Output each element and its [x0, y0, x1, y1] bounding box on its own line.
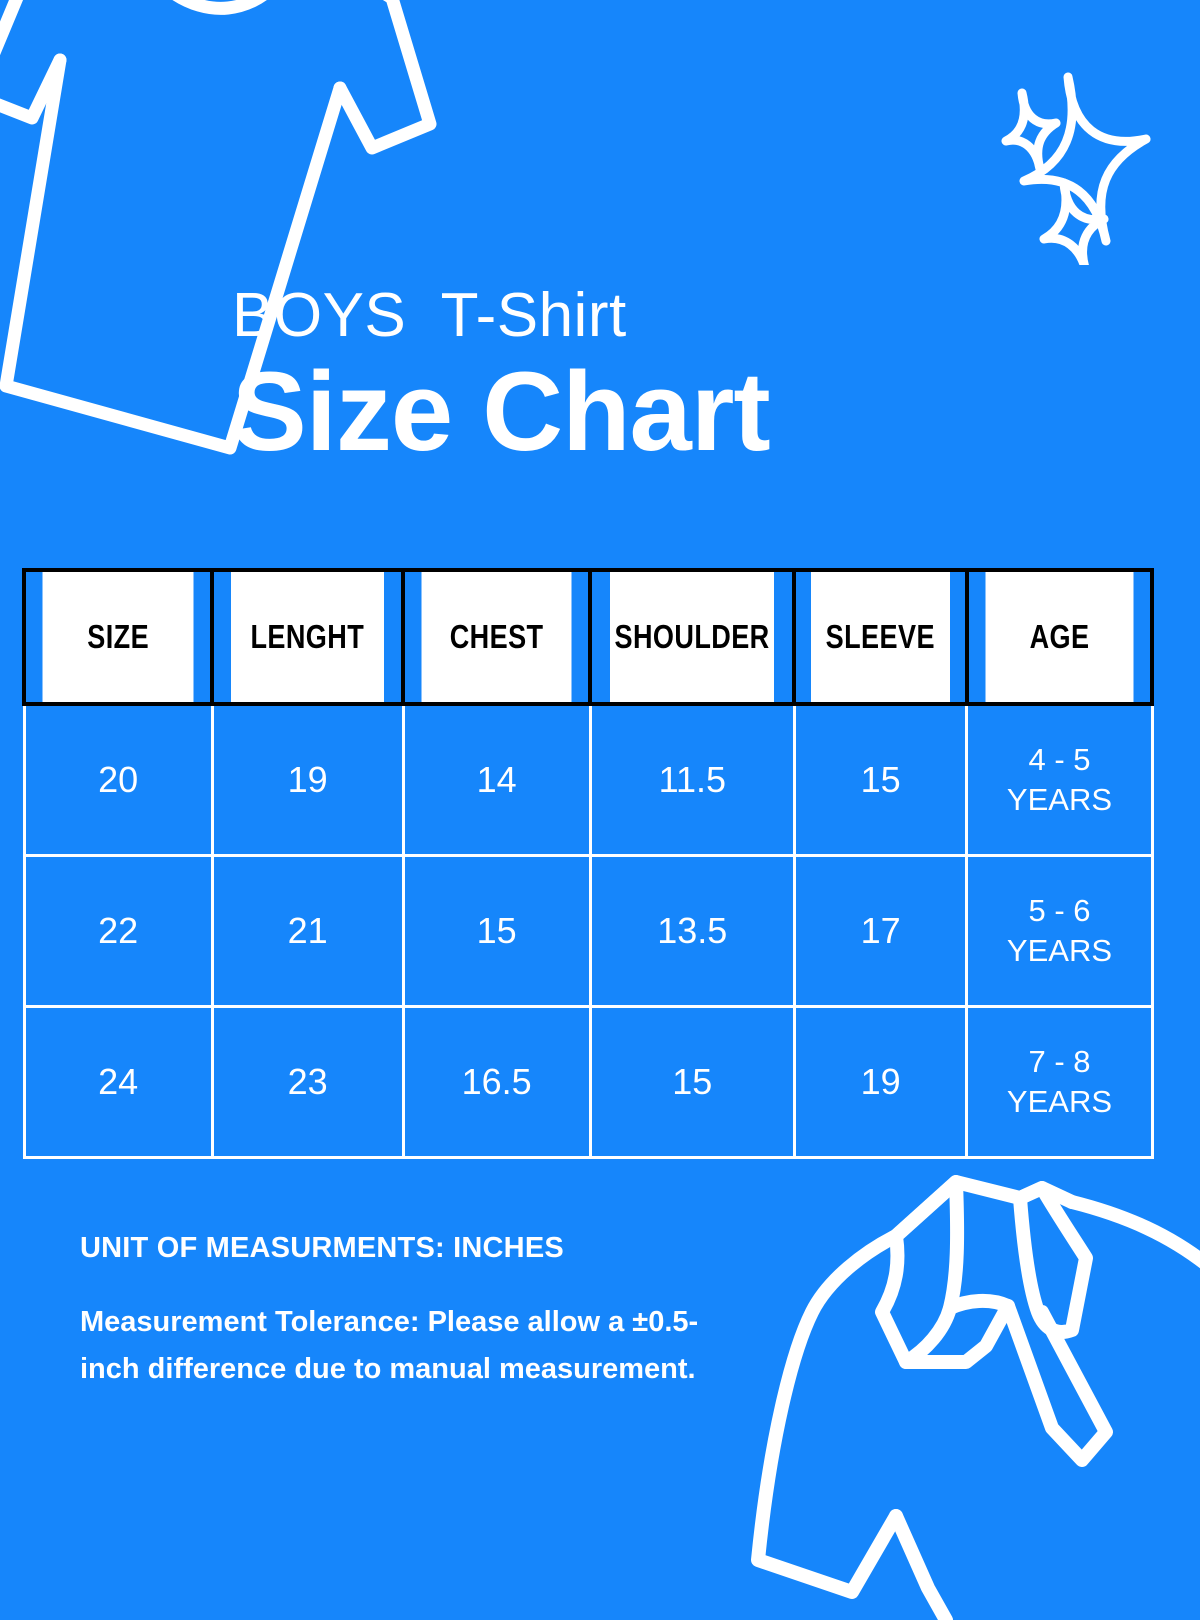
size-chart-table-container: SIZE LENGHT CHEST SHOULDER SLEEVE AGE 20…: [22, 568, 1154, 1159]
measurement-tolerance-note: Measurement Tolerance: Please allow a ±0…: [80, 1306, 699, 1385]
footer-notes: UNIT OF MEASURMENTS: INCHES Measurement …: [80, 1232, 740, 1393]
cell-lenght: 21: [210, 854, 405, 1008]
cell-size: 24: [22, 1005, 214, 1159]
cell-shoulder: 15: [588, 1005, 796, 1159]
title-top-line: BOYS T-Shirt: [232, 281, 627, 350]
table-body: 20 19 14 11.5 15 4 - 5 YEARS 22 21 15 13…: [22, 702, 1154, 1159]
cell-chest: 16.5: [401, 1005, 592, 1159]
cell-age: 7 - 8 YEARS: [965, 1005, 1154, 1159]
table-header: SIZE LENGHT CHEST SHOULDER SLEEVE AGE: [24, 568, 1152, 706]
cell-chest: 14: [401, 702, 592, 857]
polo-shirt-outline-icon: [751, 1175, 1200, 1620]
age-unit: YEARS: [1006, 933, 1113, 968]
cell-chest: 15: [401, 854, 592, 1008]
size-chart-table: SIZE LENGHT CHEST SHOULDER SLEEVE AGE 20…: [22, 568, 1154, 1159]
cell-sleeve: 17: [792, 854, 969, 1008]
table-row: 20 19 14 11.5 15 4 - 5 YEARS: [22, 702, 1154, 857]
cell-shoulder: 11.5: [588, 702, 796, 857]
column-header-sleeve: SLEEVE: [808, 568, 954, 706]
cell-size: 22: [22, 854, 214, 1008]
cell-lenght: 23: [210, 1005, 405, 1159]
age-unit: YEARS: [1006, 1084, 1113, 1119]
sparkles-icon: [1001, 72, 1151, 265]
age-range: 7 - 8: [1028, 1044, 1091, 1080]
cell-lenght: 19: [210, 702, 405, 857]
column-header-shoulder: SHOULDER: [606, 568, 778, 706]
cell-size: 20: [22, 702, 214, 857]
cell-sleeve: 19: [792, 1005, 969, 1159]
table-row: 22 21 15 13.5 17 5 - 6 YEARS: [22, 854, 1154, 1008]
page-title: BOYS T-Shirt Size Chart: [232, 285, 1132, 471]
age-unit: YEARS: [1006, 782, 1113, 817]
column-header-lenght: LENGHT: [227, 568, 388, 706]
table-row: 24 23 16.5 15 19 7 - 8 YEARS: [22, 1005, 1154, 1159]
title-main-line: Size Chart: [232, 349, 771, 474]
age-range: 4 - 5: [1028, 742, 1091, 778]
cell-sleeve: 15: [792, 702, 969, 857]
unit-of-measurements-note: UNIT OF MEASURMENTS: INCHES: [80, 1232, 564, 1264]
cell-age: 5 - 6 YEARS: [965, 854, 1154, 1008]
column-header-size: SIZE: [39, 568, 198, 706]
cell-shoulder: 13.5: [588, 854, 796, 1008]
cell-age: 4 - 5 YEARS: [965, 702, 1154, 857]
column-header-age: AGE: [981, 568, 1137, 706]
table-header-row: SIZE LENGHT CHEST SHOULDER SLEEVE AGE: [24, 568, 1152, 706]
age-range: 5 - 6: [1028, 893, 1091, 929]
column-header-chest: CHEST: [418, 568, 576, 706]
